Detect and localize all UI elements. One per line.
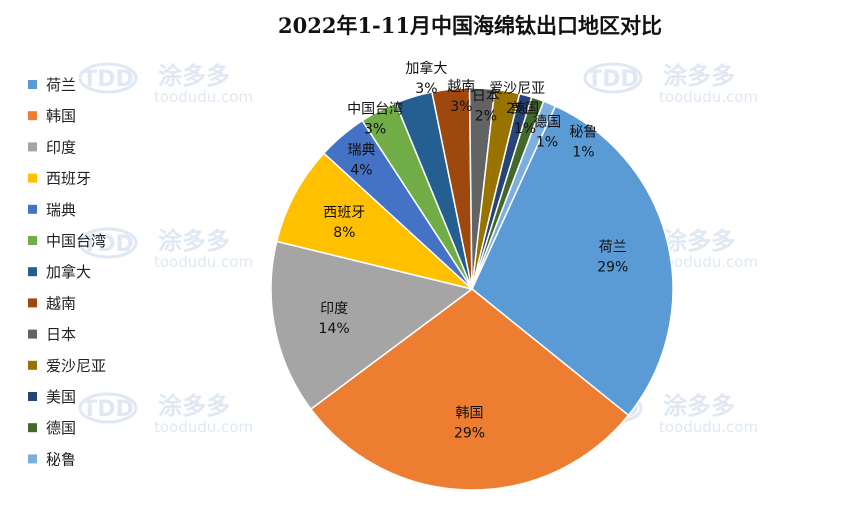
- pie-slice-2: [309, 288, 630, 491]
- legend-swatch: [28, 267, 37, 277]
- svg-text:toodudu.com: toodudu.com: [659, 253, 758, 271]
- chart-title: 2022年1-11月中国海绵钛出口地区对比: [278, 13, 662, 38]
- legend-swatch: [28, 329, 37, 339]
- slice-name-label: 秘鲁: [569, 124, 597, 140]
- legend-label: 爱沙尼亚: [46, 357, 106, 375]
- legend-label: 中国台湾: [46, 232, 106, 250]
- slice-name-label: 瑞典: [348, 143, 376, 159]
- slice-name-label: 荷兰: [599, 240, 627, 256]
- slice-value-label: 4%: [350, 163, 372, 179]
- legend-swatch: [28, 111, 37, 121]
- legend-label: 加拿大: [46, 263, 91, 281]
- legend-swatch: [28, 298, 37, 308]
- legend-item: 爱沙尼亚: [28, 357, 106, 375]
- slice-value-label: 1%: [536, 135, 558, 151]
- slice-value-label: 2%: [475, 108, 497, 124]
- legend-item: 日本: [28, 326, 76, 344]
- legend-item: 秘鲁: [28, 450, 76, 468]
- legend-label: 西班牙: [46, 170, 91, 188]
- slice-name-label: 韩国: [456, 406, 484, 422]
- legend-swatch: [28, 423, 37, 433]
- legend-label: 荷兰: [46, 76, 76, 94]
- svg-text:TDD: TDD: [587, 67, 639, 92]
- legend-item: 美国: [28, 388, 76, 406]
- svg-text:涂多多: 涂多多: [663, 62, 735, 90]
- legend-item: 越南: [28, 294, 76, 312]
- legend-swatch: [28, 360, 37, 370]
- svg-text:涂多多: 涂多多: [158, 227, 230, 255]
- slice-name-label: 越南: [447, 79, 475, 95]
- svg-text:TDD: TDD: [82, 67, 134, 92]
- legend-label: 秘鲁: [46, 450, 76, 468]
- pie-slice-4: [275, 152, 473, 290]
- slice-value-label: 1%: [514, 121, 536, 137]
- pie-slice-3: [270, 240, 474, 411]
- svg-text:toodudu.com: toodudu.com: [154, 418, 253, 436]
- legend-label: 印度: [46, 138, 76, 156]
- svg-text:toodudu.com: toodudu.com: [659, 88, 758, 106]
- slice-name-label: 加拿大: [405, 60, 447, 77]
- legend-swatch: [28, 392, 37, 401]
- svg-text:涂多多: 涂多多: [158, 62, 230, 90]
- legend-item: 德国: [28, 419, 76, 437]
- legend-label: 德国: [46, 419, 76, 437]
- legend-item: 印度: [28, 138, 76, 156]
- slice-name-label: 印度: [320, 301, 348, 317]
- legend-label: 日本: [46, 326, 76, 344]
- slice-name-label: 德国: [533, 115, 561, 131]
- slice-name-label: 中国台湾: [347, 101, 403, 118]
- legend-swatch: [28, 454, 37, 464]
- legend-label: 韩国: [46, 107, 76, 125]
- slice-name-label: 日本: [472, 88, 500, 104]
- slice-name-label: 爱沙尼亚: [489, 81, 545, 97]
- svg-text:涂多多: 涂多多: [663, 227, 735, 255]
- svg-text:涂多多: 涂多多: [663, 392, 735, 420]
- legend-label: 瑞典: [46, 201, 76, 219]
- legend-item: 瑞典: [28, 201, 76, 219]
- slice-value-label: 3%: [364, 122, 386, 138]
- slice-name-label: 西班牙: [323, 205, 365, 221]
- legend-label: 越南: [46, 294, 76, 312]
- legend-swatch: [28, 236, 37, 245]
- legend-item: 荷兰: [28, 76, 76, 94]
- pie-slice-1: [471, 105, 674, 417]
- slice-value-label: 2%: [506, 101, 528, 117]
- slice-value-label: 3%: [450, 99, 472, 115]
- slice-value-label: 29%: [597, 260, 628, 276]
- svg-text:TDD: TDD: [82, 232, 134, 257]
- svg-text:TDD: TDD: [82, 397, 134, 422]
- slice-value-label: 3%: [415, 81, 437, 97]
- legend-swatch: [28, 80, 37, 89]
- slice-value-label: 1%: [572, 144, 594, 160]
- slice-value-label: 29%: [454, 426, 485, 442]
- slice-value-label: 8%: [333, 225, 355, 241]
- legend-swatch: [28, 142, 37, 152]
- svg-text:toodudu.com: toodudu.com: [659, 418, 758, 436]
- legend-swatch: [28, 204, 37, 214]
- legend-item: 中国台湾: [28, 232, 106, 250]
- slice-value-label: 14%: [319, 321, 350, 337]
- legend-swatch: [28, 173, 37, 183]
- legend-item: 韩国: [28, 107, 76, 125]
- legend-item: 西班牙: [28, 170, 91, 188]
- svg-text:toodudu.com: toodudu.com: [154, 88, 253, 106]
- pie-slices: [270, 87, 674, 491]
- svg-text:toodudu.com: toodudu.com: [154, 253, 253, 271]
- slice-name-label: 美国: [511, 101, 539, 117]
- legend-item: 加拿大: [28, 263, 91, 281]
- pie-slice-13: [471, 100, 557, 290]
- svg-text:涂多多: 涂多多: [158, 392, 230, 420]
- legend-label: 美国: [46, 388, 76, 406]
